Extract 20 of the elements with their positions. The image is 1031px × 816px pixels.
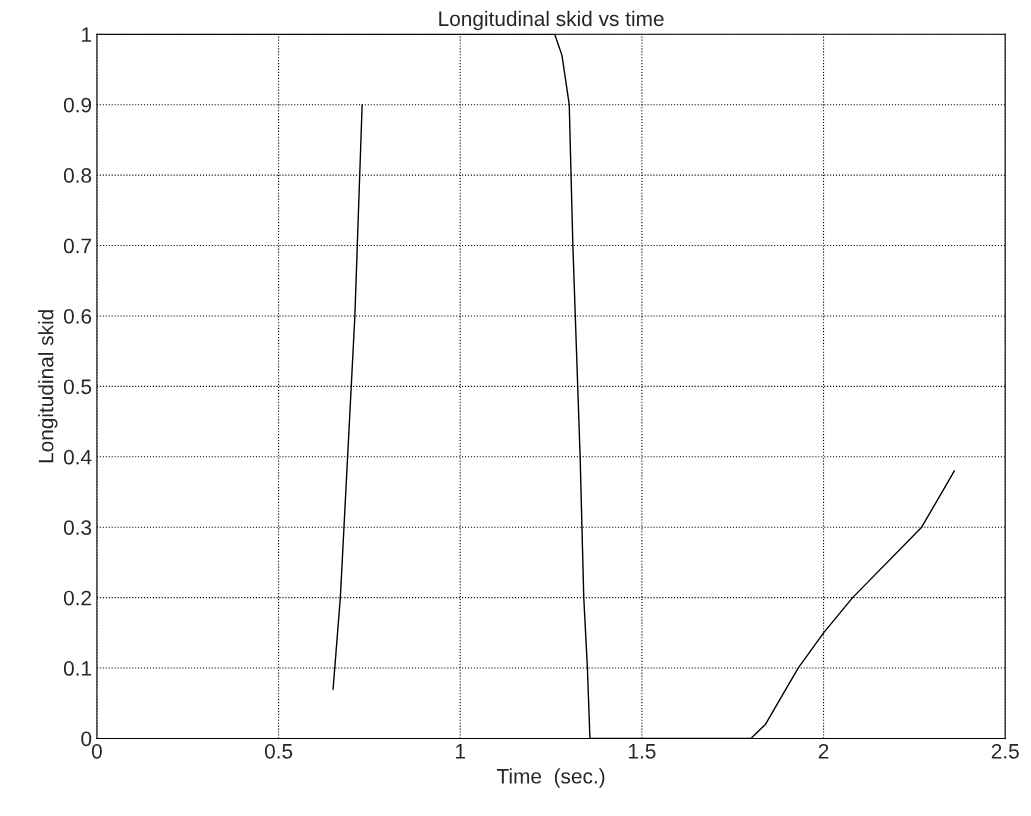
x-tick-label: 2.5 <box>991 743 1019 759</box>
y-tick-label: 0 <box>81 731 92 747</box>
y-tick-label: 0.8 <box>63 168 92 183</box>
y-tick-label: 0.5 <box>63 379 92 395</box>
x-axis-title: Time (sec.) <box>496 768 605 788</box>
chart-title: Longitudinal skid vs time <box>439 10 664 31</box>
y-tick-label: 0.3 <box>63 520 92 535</box>
x-tick-label: 1.5 <box>629 744 656 759</box>
y-tick-label: 0.1 <box>63 661 92 676</box>
y-tick-label: 0.6 <box>63 308 92 324</box>
y-axis-title: Longitudinal skid <box>38 310 58 463</box>
x-tick-label: 2 <box>818 743 829 759</box>
y-tick-label: 1 <box>82 27 92 42</box>
x-tick-label: 0 <box>91 743 102 759</box>
y-tick-label: 0.7 <box>63 238 92 254</box>
y-tick-label: 0.2 <box>63 590 92 606</box>
y-tick-label: 0.4 <box>63 449 92 465</box>
x-tick-label: 0.5 <box>264 743 293 759</box>
x-tick-label: 1 <box>456 744 466 759</box>
y-tick-label: 0.9 <box>63 97 92 113</box>
